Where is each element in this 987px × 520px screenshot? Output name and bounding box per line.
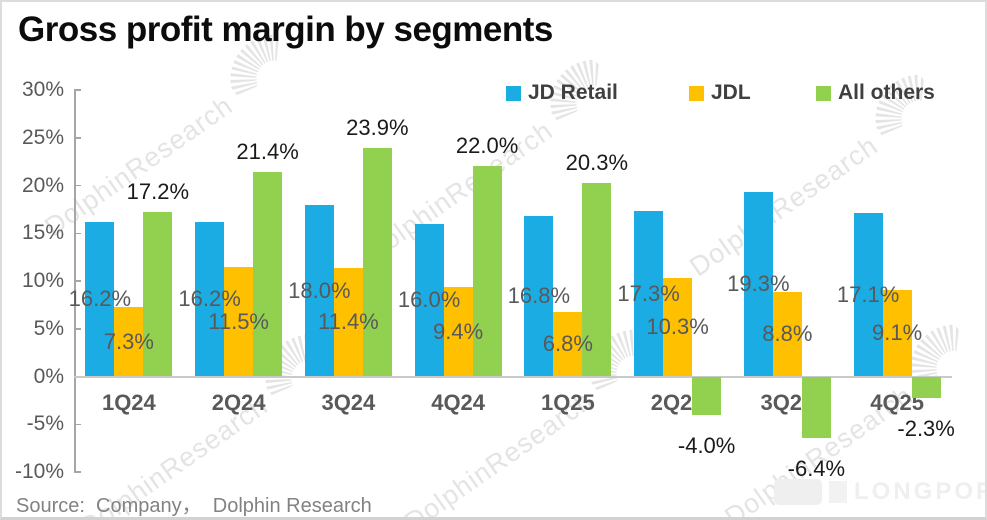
bar-all-others-4q25 xyxy=(911,376,941,399)
bar-jd-retail-4q24 xyxy=(414,223,444,377)
y-axis-tick-mark xyxy=(74,423,81,425)
value-label-jdl-1q25: 6.8% xyxy=(542,331,593,357)
value-label-jd-retail-3q24: 18.0% xyxy=(288,277,351,303)
value-label-all-others-4q24: 22.0% xyxy=(455,133,519,159)
y-axis-tick-mark xyxy=(74,89,81,91)
zero-gridline xyxy=(74,375,952,378)
y-axis-tick-label: 5% xyxy=(33,316,64,340)
bar-jd-retail-1q25 xyxy=(524,216,554,377)
bar-jdl-2q24 xyxy=(224,266,254,377)
bar-all-others-3q25 xyxy=(801,376,831,438)
bar-jdl-1q24 xyxy=(114,306,144,377)
value-label-jdl-3q25: 8.8% xyxy=(762,321,813,347)
bar-all-others-4q24 xyxy=(472,166,502,377)
value-label-jd-retail-1q25: 16.8% xyxy=(507,283,571,309)
value-label-all-others-4q25: -2.3% xyxy=(897,416,955,442)
value-label-all-others-1q25: 20.3% xyxy=(565,149,629,175)
value-label-jdl-2q25: 10.3% xyxy=(646,314,709,340)
value-label-jdl-1q24: 7.3% xyxy=(103,328,154,354)
value-label-jd-retail-4q25: 17.1% xyxy=(836,281,900,307)
y-axis-tick-label: 0% xyxy=(33,364,64,388)
bar-jdl-1q25 xyxy=(553,311,583,377)
value-label-jdl-3q24: 11.4% xyxy=(318,309,379,335)
value-label-jd-retail-3q25: 19.3% xyxy=(727,271,790,297)
legend-label: JD Retail xyxy=(528,81,618,104)
value-label-jdl-4q24: 9.4% xyxy=(433,318,484,344)
y-axis-tick-mark xyxy=(74,471,81,473)
y-axis-tick-label: -5% xyxy=(26,412,64,436)
x-axis-category-label: 1Q25 xyxy=(540,389,595,415)
bar-all-others-3q24 xyxy=(362,148,392,377)
x-axis-category-label: 1Q24 xyxy=(101,389,156,415)
bar-all-others-2q24 xyxy=(253,172,283,377)
value-label-jd-retail-4q24: 16.0% xyxy=(397,287,461,313)
legend-item-all-others: All others xyxy=(816,81,935,105)
longport-logo-icon xyxy=(774,479,822,505)
chart-title: Gross profit margin by segments xyxy=(18,10,553,49)
legend-swatch-icon xyxy=(816,85,831,101)
value-label-jdl-2q24: 11.5% xyxy=(208,308,269,334)
source-note: Source: Company， Dolphin Research xyxy=(16,495,372,517)
bar-all-others-2q25 xyxy=(692,376,722,415)
value-label-jd-retail-1q24: 16.2% xyxy=(68,286,132,312)
value-label-jd-retail-2q24: 16.2% xyxy=(178,286,241,312)
legend-item-jd-retail: JD Retail xyxy=(506,81,618,105)
bar-jdl-3q24 xyxy=(333,267,363,377)
value-label-jd-retail-2q25: 17.3% xyxy=(617,280,680,306)
x-axis-category-label: 3Q24 xyxy=(321,389,376,415)
y-axis-tick-mark xyxy=(74,280,81,282)
legend-swatch-icon xyxy=(506,85,521,101)
y-axis-tick-mark xyxy=(74,328,81,330)
value-label-all-others-3q24: 23.9% xyxy=(346,115,409,141)
bar-jdl-4q25 xyxy=(882,289,912,377)
y-axis-tick-label: 25% xyxy=(21,125,64,149)
longport-logo-text: LONGPORT xyxy=(854,478,985,505)
y-axis-tick-label: 20% xyxy=(21,173,64,197)
value-label-all-others-3q25: -6.4% xyxy=(787,455,846,481)
longport-logo-block-icon xyxy=(829,481,847,503)
y-axis-tick-label: -10% xyxy=(14,460,64,483)
value-label-all-others-2q24: 21.4% xyxy=(236,139,299,165)
y-axis-tick-mark xyxy=(74,232,81,234)
y-axis-tick-label: 30% xyxy=(21,78,64,101)
x-axis-category-label: 4Q24 xyxy=(431,389,486,415)
value-label-all-others-2q25: -4.0% xyxy=(677,432,736,458)
legend-label: JDL xyxy=(711,81,751,104)
bar-jdl-4q24 xyxy=(443,286,473,377)
value-label-all-others-1q24: 17.2% xyxy=(126,179,190,205)
legend: JD Retail JDL All others xyxy=(2,81,985,105)
bar-jd-retail-3q25 xyxy=(743,192,773,377)
longport-watermark: LONGPORT xyxy=(774,478,985,506)
bar-jd-retail-4q25 xyxy=(853,213,883,377)
legend-swatch-icon xyxy=(689,85,704,101)
bar-jd-retail-1q24 xyxy=(85,221,115,377)
bar-jdl-3q25 xyxy=(772,292,802,377)
legend-item-jdl: JDL xyxy=(689,81,751,105)
y-axis-tick-label: 15% xyxy=(21,221,64,245)
bar-jdl-2q25 xyxy=(663,278,693,377)
bar-all-others-1q24 xyxy=(143,212,173,377)
bar-jd-retail-2q24 xyxy=(195,221,225,377)
value-label-jdl-4q25: 9.1% xyxy=(872,320,923,346)
legend-label: All others xyxy=(838,81,935,104)
y-axis-tick-mark xyxy=(74,184,81,187)
x-axis-category-label: 2Q24 xyxy=(211,389,266,415)
y-axis-tick-label: 10% xyxy=(21,269,64,292)
y-axis-tick-mark xyxy=(74,137,81,139)
